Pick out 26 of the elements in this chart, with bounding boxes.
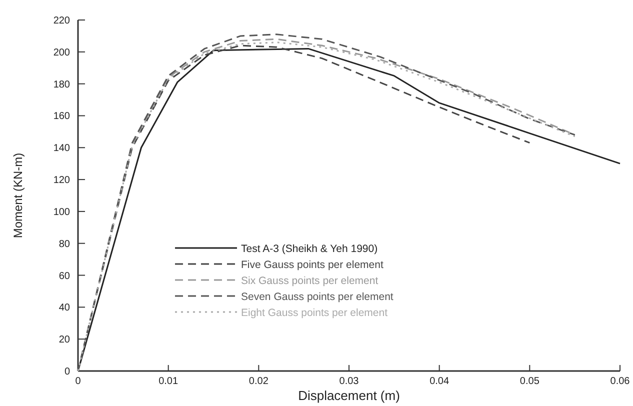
y-axis-title: Moment (KN-m) (11, 152, 25, 238)
text: Six Gauss points per element (241, 275, 378, 287)
x-axis-title: Displacement (m) (298, 388, 400, 403)
x-tick-label: 0.03 (339, 376, 360, 387)
y-tick-label: 120 (53, 175, 70, 186)
x-tick-label: 0.01 (158, 376, 178, 387)
y-tick-label: 100 (53, 206, 70, 218)
x-tick-label: 0.02 (248, 376, 269, 387)
y-tick-label: 20 (58, 334, 70, 346)
y-tick-label: 200 (53, 47, 70, 58)
x-tick-label: 0.05 (520, 376, 540, 387)
text: Eight Gauss points per element (241, 307, 388, 319)
y-tick-label: 180 (53, 79, 70, 90)
y-tick-label: 80 (58, 238, 70, 250)
y-tick-label: 220 (53, 16, 70, 26)
y-tick-label: 40 (58, 302, 70, 314)
y-tick-label: 0 (64, 366, 70, 378)
y-tick-label: 60 (58, 270, 70, 282)
y-tick-label: 140 (53, 143, 70, 154)
text: Seven Gauss points per element (241, 291, 394, 303)
text: Test A-3 (Sheikh & Yeh 1990) (241, 243, 378, 255)
x-tick-label: 0.06 (610, 376, 630, 387)
x-tick-label: 0 (75, 376, 82, 387)
text: Five Gauss points per element (241, 259, 384, 271)
x-tick-label: 0.04 (430, 376, 450, 387)
y-tick-label: 160 (53, 111, 70, 122)
